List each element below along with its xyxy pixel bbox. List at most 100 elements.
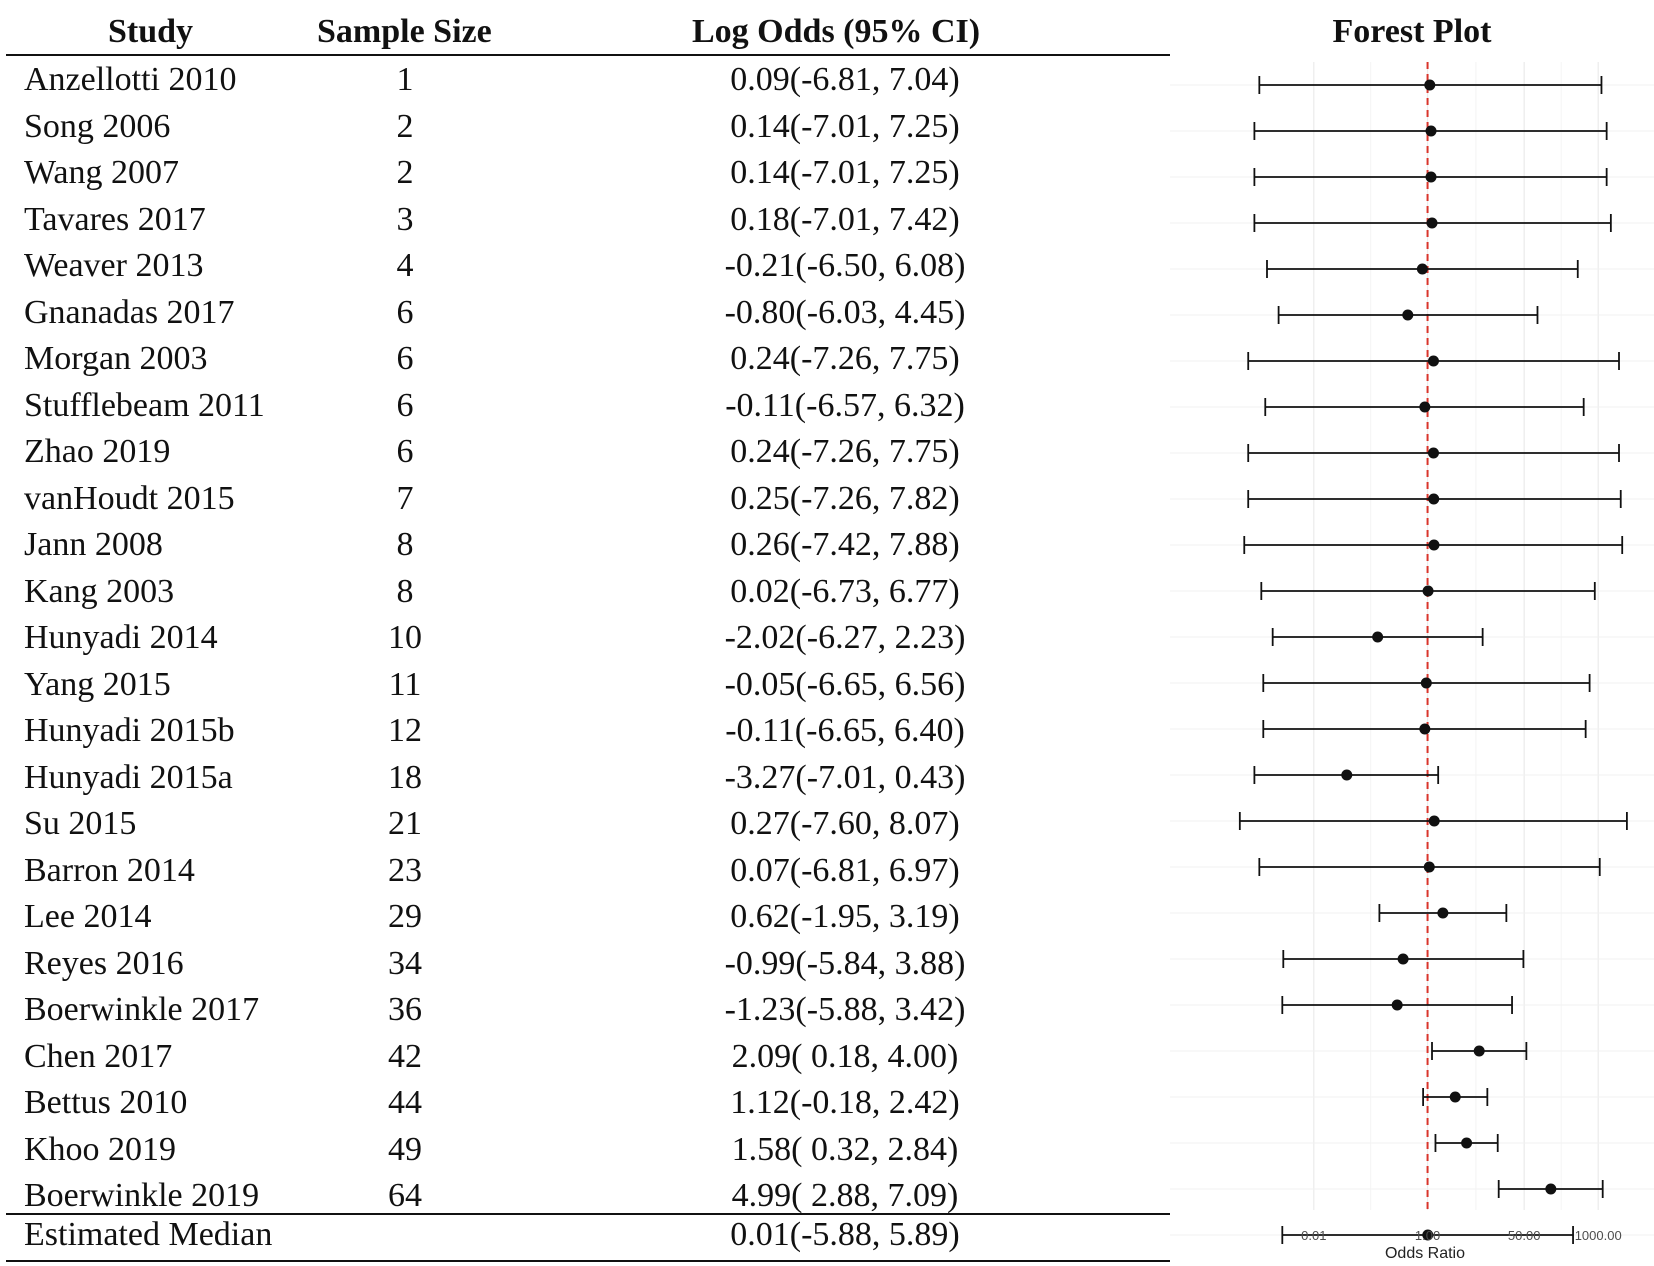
row-sample-size-text: 6 <box>396 433 414 470</box>
interval-9 <box>1247 444 1620 462</box>
row-log-odds-ci-text: 0.09(-6.81, 7.04) <box>730 61 960 98</box>
point-estimate <box>1427 355 1439 367</box>
interval-14 <box>1262 674 1591 692</box>
interval-10 <box>1247 490 1622 508</box>
row-study: Kang 2003 <box>24 572 175 610</box>
interval-25 <box>1497 1180 1604 1198</box>
row-log-odds-ci-text: 0.18(-7.01, 7.42) <box>730 200 960 238</box>
point-estimate <box>1427 447 1439 459</box>
row-log-odds-ci-text: 0.24(-7.26, 7.75) <box>730 340 960 377</box>
interval-18 <box>1258 858 1601 876</box>
row-study: Anzellotti 2010 <box>24 61 237 98</box>
row-study: Gnanadas 2017 <box>24 293 235 331</box>
row-sample-size-text: 4 <box>396 247 414 284</box>
row-log-odds-ci-text: -0.05(-6.65, 6.56) <box>724 665 966 703</box>
summary-ci-text: 0.01(-5.88, 5.89) <box>730 1216 960 1253</box>
row-sample-size-text: 6 <box>396 293 414 331</box>
interval-3 <box>1253 168 1608 186</box>
point-estimate <box>1545 1183 1557 1195</box>
row-study: Zhao 2019 <box>24 433 171 470</box>
forest-plot: 0.01 1.00 50.00 1000.00 Odds Ratio <box>1170 62 1654 1262</box>
row-study: Reyes 2016 <box>24 944 184 982</box>
row-log-odds-ci-text: 0.26(-7.42, 7.88) <box>730 526 960 563</box>
row-sample-size-text: 49 <box>388 1130 422 1168</box>
row-study: Bettus 2010 <box>24 1084 188 1121</box>
interval-11 <box>1243 536 1624 554</box>
row-study: Hunyadi 2014 <box>24 619 218 656</box>
row-sample-size-text: 29 <box>388 898 422 935</box>
point-estimate <box>1391 999 1403 1011</box>
point-estimate <box>1341 769 1353 781</box>
row-sample-size-text: 1 <box>396 61 414 98</box>
header-log-odds: Log Odds (95% CI) <box>692 13 981 50</box>
interval-19 <box>1378 904 1508 922</box>
interval-15 <box>1262 720 1587 738</box>
point-estimate <box>1423 861 1435 873</box>
point-estimate <box>1449 1091 1461 1103</box>
row-log-odds-ci-text: 0.25(-7.26, 7.82) <box>730 479 960 517</box>
row-log-odds-ci-text: -0.11(-6.65, 6.40) <box>725 712 965 749</box>
row-sample-size-text: 11 <box>388 665 422 703</box>
interval-4 <box>1253 214 1612 232</box>
row-sample-size-text: 10 <box>388 619 422 656</box>
row-sample-size-text: 6 <box>396 340 414 377</box>
summary-label: Estimated Median <box>24 1216 273 1253</box>
row-log-odds-ci-text: 1.12(-0.18, 2.42) <box>730 1084 960 1121</box>
row-log-odds-ci-text: 4.99( 2.88, 7.09) <box>731 1177 959 1214</box>
header-sample-size: Sample Size <box>317 13 492 50</box>
point-estimate <box>1473 1045 1485 1057</box>
row-sample-size-text: 23 <box>388 851 422 889</box>
point-estimate <box>1397 953 1409 965</box>
interval-23 <box>1422 1088 1489 1106</box>
x-axis-label: Odds Ratio <box>1385 1245 1465 1262</box>
point-estimate <box>1425 125 1437 137</box>
row-log-odds-ci-text: -0.11(-6.57, 6.32) <box>725 386 965 424</box>
row-sample-size-text: 8 <box>396 572 414 610</box>
point-estimate <box>1420 677 1432 689</box>
interval-21 <box>1281 996 1513 1014</box>
interval-22 <box>1431 1042 1528 1060</box>
row-sample-size-text: 42 <box>388 1037 422 1075</box>
point-estimate <box>1422 1229 1434 1241</box>
row-log-odds-ci-text: 0.14(-7.01, 7.25) <box>730 107 960 145</box>
row-log-odds-ci-text: -2.02(-6.27, 2.23) <box>724 619 966 656</box>
row-sample-size-text: 64 <box>388 1177 422 1214</box>
interval-5 <box>1266 260 1579 278</box>
interval-8 <box>1264 398 1585 416</box>
row-study: Hunyadi 2015b <box>24 712 235 749</box>
interval-6 <box>1277 306 1539 324</box>
interval-2 <box>1253 122 1608 140</box>
point-estimate <box>1402 309 1414 321</box>
point-estimate <box>1424 79 1436 91</box>
row-sample-size-text: 6 <box>396 386 414 424</box>
x-tick-label: 0.01 <box>1301 1228 1326 1243</box>
row-study: Su 2015 <box>24 805 137 842</box>
summary-rule <box>6 1213 1170 1215</box>
row-log-odds-ci-text: -0.99(-5.84, 3.88) <box>724 944 966 982</box>
interval-1 <box>1258 76 1603 94</box>
row-sample-size-text: 18 <box>388 758 422 796</box>
row-study: Song 2006 <box>24 107 171 145</box>
row-study: Boerwinkle 2017 <box>24 991 260 1028</box>
header-rule <box>6 54 1170 56</box>
point-estimate <box>1426 217 1438 229</box>
interval-7 <box>1247 352 1620 370</box>
interval-24 <box>1434 1134 1499 1152</box>
interval-20 <box>1282 950 1525 968</box>
point-estimate <box>1419 723 1431 735</box>
point-estimate <box>1437 907 1449 919</box>
row-log-odds-ci-text: 0.02(-6.73, 6.77) <box>730 572 960 610</box>
row-study: Hunyadi 2015a <box>24 758 233 796</box>
interval-12 <box>1260 582 1596 600</box>
row-sample-size-text: 3 <box>396 200 414 238</box>
row-sample-size-text: 2 <box>396 154 414 191</box>
row-sample-size-text: 44 <box>388 1084 422 1121</box>
x-tick-label: 1.00 <box>1415 1228 1440 1243</box>
row-study: Morgan 2003 <box>24 340 208 377</box>
row-sample-size-text: 8 <box>396 526 414 563</box>
row-study: Wang 2007 <box>24 154 179 191</box>
row-study: Boerwinkle 2019 <box>24 1177 260 1214</box>
row-study: vanHoudt 2015 <box>24 479 235 517</box>
point-estimate <box>1416 263 1428 275</box>
point-estimate <box>1422 585 1434 597</box>
